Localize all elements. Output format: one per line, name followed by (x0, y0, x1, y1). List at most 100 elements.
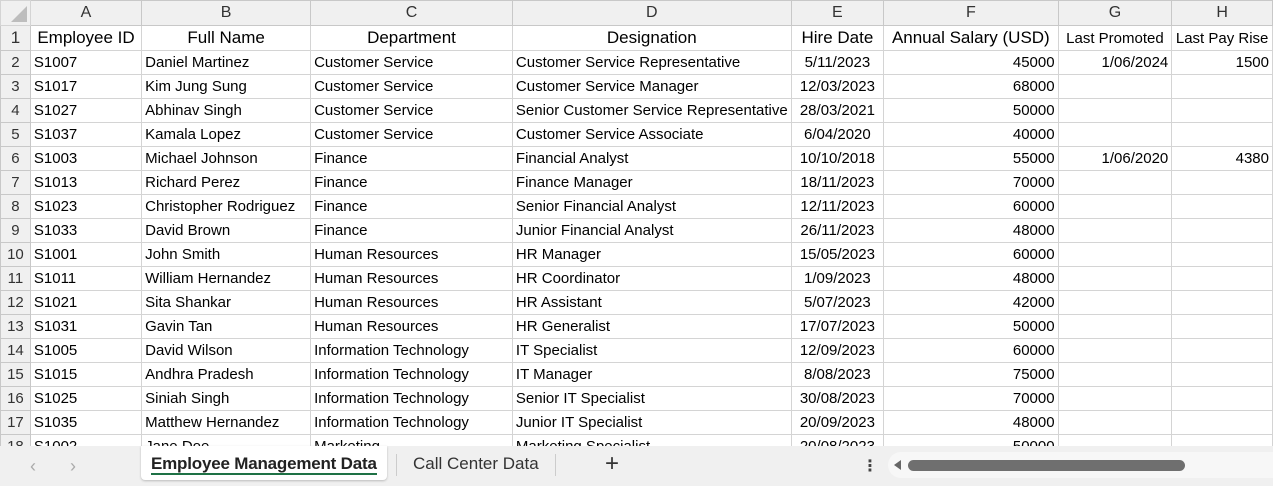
cell[interactable]: Jane Doe (141, 434, 312, 446)
cell[interactable]: S1002 (29, 434, 143, 446)
cell[interactable]: David Wilson (141, 338, 312, 363)
cell[interactable] (1171, 314, 1273, 339)
cell[interactable]: 6/04/2020 (790, 122, 885, 147)
row-header[interactable]: 6 (0, 146, 31, 171)
cell[interactable]: IT Manager (511, 362, 792, 387)
cell[interactable]: Junior Financial Analyst (511, 218, 792, 243)
cell[interactable]: Senior Customer Service Representative (511, 98, 792, 123)
cell[interactable]: 40000 (883, 122, 1059, 147)
cell[interactable]: S1005 (29, 338, 143, 363)
cell[interactable]: Information Technology (310, 362, 513, 387)
cell[interactable]: Last Pay Rise (1171, 25, 1273, 51)
cell[interactable]: 68000 (883, 74, 1059, 99)
cell[interactable]: Customer Service Representative (511, 50, 792, 75)
cell[interactable] (1171, 194, 1273, 219)
cell[interactable]: Michael Johnson (141, 146, 312, 171)
cell[interactable]: S1015 (29, 362, 143, 387)
cell[interactable] (1171, 74, 1273, 99)
cell[interactable]: S1031 (29, 314, 143, 339)
cell[interactable]: Andhra Pradesh (141, 362, 312, 387)
cell[interactable] (1057, 98, 1173, 123)
cell[interactable]: Finance Manager (511, 170, 792, 195)
cell[interactable] (1057, 386, 1173, 411)
cell[interactable]: Customer Service (310, 74, 513, 99)
cell[interactable]: HR Assistant (511, 290, 792, 315)
cell[interactable]: 75000 (883, 362, 1059, 387)
cell[interactable]: Annual Salary (USD) (883, 25, 1059, 51)
cell[interactable] (1171, 434, 1273, 446)
cell[interactable]: Last Promoted (1057, 25, 1173, 51)
cell[interactable]: 17/07/2023 (790, 314, 885, 339)
cell[interactable]: 60000 (883, 194, 1059, 219)
cell[interactable]: Siniah Singh (141, 386, 312, 411)
column-header-a[interactable]: A (29, 0, 143, 26)
cell[interactable] (1057, 290, 1173, 315)
cell[interactable]: 42000 (883, 290, 1059, 315)
scrollbar-thumb[interactable] (908, 460, 1185, 471)
cell[interactable]: S1023 (29, 194, 143, 219)
cell[interactable]: Senior Financial Analyst (511, 194, 792, 219)
cell[interactable] (1171, 386, 1273, 411)
cell[interactable]: William Hernandez (141, 266, 312, 291)
row-header[interactable]: 5 (0, 122, 31, 147)
row-header[interactable]: 11 (0, 266, 31, 291)
cell[interactable]: 4380 (1171, 146, 1273, 171)
cell[interactable]: 50000 (883, 98, 1059, 123)
cell[interactable]: S1035 (29, 410, 143, 435)
row-header[interactable]: 8 (0, 194, 31, 219)
cell[interactable]: Finance (310, 194, 513, 219)
cell[interactable]: Hire Date (790, 25, 885, 51)
row-header[interactable]: 7 (0, 170, 31, 195)
row-header[interactable]: 10 (0, 242, 31, 267)
cell[interactable]: S1013 (29, 170, 143, 195)
cell[interactable]: Kamala Lopez (141, 122, 312, 147)
cell[interactable]: Marketing Specialist (511, 434, 792, 446)
cell[interactable] (1057, 74, 1173, 99)
row-header[interactable]: 13 (0, 314, 31, 339)
cell[interactable] (1171, 170, 1273, 195)
cell[interactable]: 20/09/2023 (790, 410, 885, 435)
cell[interactable]: Human Resources (310, 266, 513, 291)
cell[interactable]: Human Resources (310, 314, 513, 339)
cell[interactable]: 48000 (883, 218, 1059, 243)
cell[interactable]: Kim Jung Sung (141, 74, 312, 99)
row-header[interactable]: 18 (0, 434, 31, 446)
cell[interactable]: 12/09/2023 (790, 338, 885, 363)
cell[interactable] (1171, 242, 1273, 267)
cell[interactable]: Finance (310, 146, 513, 171)
cell[interactable]: S1003 (29, 146, 143, 171)
tab-employee-management-data[interactable]: Employee Management Data (141, 446, 387, 480)
cell[interactable]: Matthew Hernandez (141, 410, 312, 435)
cell[interactable] (1057, 362, 1173, 387)
cell[interactable]: Financial Analyst (511, 146, 792, 171)
cell[interactable]: IT Specialist (511, 338, 792, 363)
cell[interactable]: Customer Service Associate (511, 122, 792, 147)
column-header-b[interactable]: B (141, 0, 312, 26)
select-all-button[interactable] (0, 0, 31, 26)
cell[interactable] (1057, 266, 1173, 291)
cell[interactable]: Information Technology (310, 386, 513, 411)
cell[interactable]: S1033 (29, 218, 143, 243)
cell[interactable] (1057, 410, 1173, 435)
cell[interactable]: Customer Service (310, 98, 513, 123)
cell[interactable]: 60000 (883, 338, 1059, 363)
cell[interactable]: Customer Service (310, 50, 513, 75)
column-header-c[interactable]: C (310, 0, 513, 26)
cell[interactable]: Information Technology (310, 410, 513, 435)
cell[interactable]: Gavin Tan (141, 314, 312, 339)
cell[interactable]: 5/07/2023 (790, 290, 885, 315)
row-header[interactable]: 1 (0, 25, 31, 51)
cell[interactable]: 26/11/2023 (790, 218, 885, 243)
cell[interactable]: Christopher Rodriguez (141, 194, 312, 219)
cell[interactable]: 12/03/2023 (790, 74, 885, 99)
cell[interactable]: 48000 (883, 266, 1059, 291)
cell[interactable] (1057, 242, 1173, 267)
cell[interactable]: HR Generalist (511, 314, 792, 339)
cell[interactable]: Designation (511, 25, 792, 51)
cell[interactable]: Finance (310, 170, 513, 195)
cell[interactable]: Senior IT Specialist (511, 386, 792, 411)
cell[interactable]: S1021 (29, 290, 143, 315)
cell[interactable]: 12/11/2023 (790, 194, 885, 219)
cell[interactable]: Information Technology (310, 338, 513, 363)
